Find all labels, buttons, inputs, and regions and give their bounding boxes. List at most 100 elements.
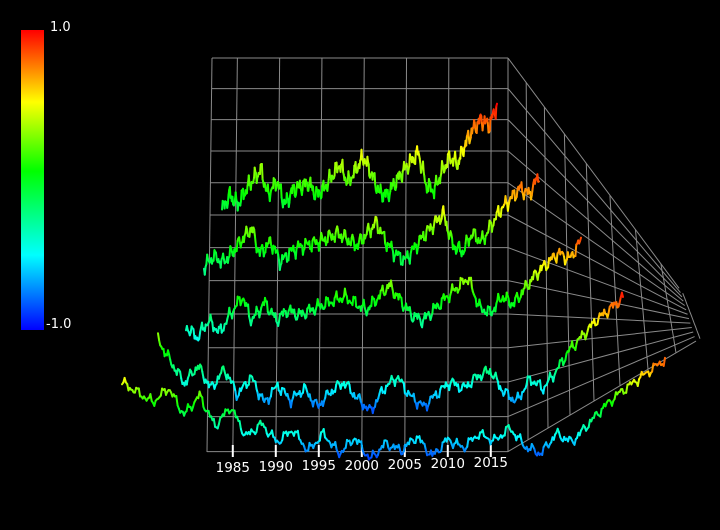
colorbar-min-label: -1.0	[46, 317, 72, 332]
series-line-2	[287, 247, 291, 262]
colorbar-gradient	[21, 30, 44, 330]
series-line-4	[289, 399, 293, 409]
series-line-5	[662, 356, 666, 367]
series-line-1	[422, 160, 425, 174]
series-line-3	[278, 312, 281, 323]
series-line-2	[369, 227, 373, 239]
series-line-1	[481, 122, 485, 132]
series-line-5	[281, 431, 285, 441]
x-axis-label: 1990	[258, 459, 293, 476]
grid-line-sidewall-v	[609, 195, 621, 386]
series-line-1	[491, 110, 495, 119]
series-line-5	[360, 440, 364, 451]
series-line-1	[295, 187, 298, 196]
series-line-4	[384, 384, 388, 395]
series-line-4	[247, 374, 251, 386]
series-line-4	[596, 317, 600, 325]
series-line-3	[274, 312, 278, 323]
series-line-5	[149, 393, 153, 402]
series-line-2	[406, 250, 410, 260]
series-line-5	[296, 429, 301, 440]
series-line-1	[360, 148, 364, 159]
series-line-4	[348, 383, 352, 395]
series-line-4	[279, 387, 283, 396]
x-axis-label: 2015	[473, 455, 508, 472]
series-line-1	[259, 163, 262, 175]
series-line-3	[458, 276, 462, 290]
series-line-2	[520, 181, 524, 193]
series-line-2	[463, 242, 467, 252]
series-line-2	[344, 229, 347, 240]
series-line-2	[522, 192, 526, 201]
series-line-4	[412, 392, 416, 403]
series-line-5	[318, 431, 323, 442]
series-line-1	[435, 174, 438, 185]
series-line-1	[448, 150, 451, 161]
series-line-1	[495, 102, 498, 108]
series-line-2	[383, 230, 387, 245]
series-line-1	[266, 183, 270, 194]
grid-line-wall-v	[361, 57, 365, 453]
series-line-2	[440, 209, 444, 220]
series-line-2	[483, 234, 487, 246]
series-line-2	[349, 237, 353, 247]
series-line-1	[245, 185, 249, 195]
series-line-4	[564, 352, 568, 362]
series-line-4	[438, 388, 442, 399]
series-line-3	[439, 297, 443, 310]
series-line-4	[607, 305, 611, 315]
series-line-5	[322, 428, 326, 439]
series-line-4	[620, 291, 624, 298]
series-line-3	[470, 276, 473, 289]
colorbar	[21, 30, 44, 330]
series-line-4	[593, 318, 597, 327]
series-line-1	[439, 175, 442, 185]
series-line-1	[312, 185, 315, 196]
series-line-3	[579, 236, 582, 242]
series-line-5	[255, 423, 259, 433]
grid-line-sidewall-v	[563, 133, 571, 416]
series-line-2	[310, 239, 314, 253]
series-line-4	[552, 374, 556, 383]
series-line-3	[536, 272, 540, 281]
series-line-3	[574, 243, 578, 257]
series-line-4	[276, 381, 280, 392]
series-line-1	[326, 183, 330, 192]
series-line-5	[481, 429, 485, 438]
series-line-4	[557, 359, 561, 369]
grid-line-sidewall-depth	[507, 150, 684, 302]
series-line-3	[488, 306, 492, 316]
grid-line-sidewall-depth	[507, 247, 688, 315]
series-line-1	[240, 189, 243, 202]
series-line-1	[414, 150, 417, 165]
series-line-1	[423, 175, 426, 184]
series-line-1	[234, 191, 238, 202]
series-line-3	[362, 298, 366, 309]
series-line-2	[253, 228, 256, 238]
series-line-4	[308, 393, 312, 402]
series-line-2	[504, 195, 508, 204]
series-line-3	[247, 303, 250, 318]
series-line-1	[268, 193, 272, 203]
series-line-2	[246, 228, 249, 237]
series-line-4	[334, 383, 338, 393]
series-line-2	[515, 188, 519, 198]
series-line-2	[399, 252, 402, 266]
series-line-2	[530, 188, 534, 197]
series-line-4	[506, 389, 510, 400]
series-line-2	[494, 211, 498, 221]
series-line-1	[454, 158, 458, 167]
grid-line-sidewall-depth	[507, 88, 681, 293]
series-line-1	[367, 163, 371, 177]
series-line-2	[390, 240, 394, 250]
series-line-4	[539, 379, 543, 391]
grid-line-sidewall-v	[585, 163, 595, 402]
series-line-2	[258, 248, 262, 257]
series-line-1	[231, 195, 235, 206]
series-line-4	[402, 382, 406, 395]
series-line-1	[401, 170, 404, 183]
series-line-2	[417, 235, 421, 246]
series-line-4	[393, 378, 397, 387]
